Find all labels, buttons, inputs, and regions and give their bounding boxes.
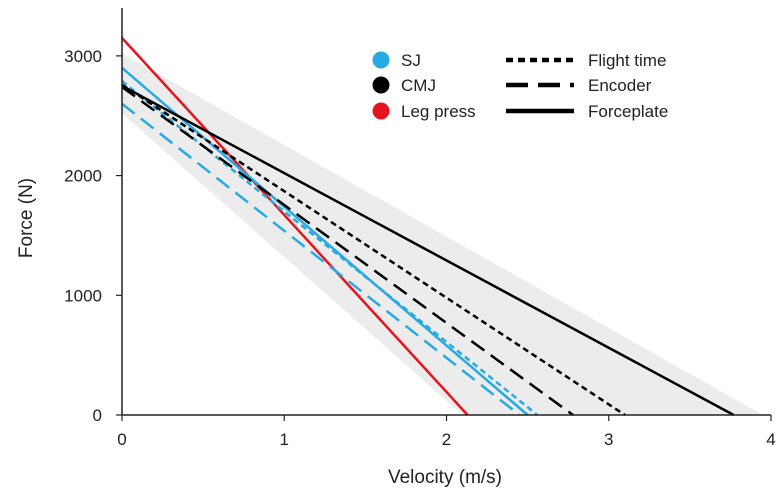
legend-label: CMJ [401, 76, 436, 95]
y-tick-label: 0 [93, 406, 102, 425]
legend-marker [372, 102, 390, 120]
series-line-7 [121, 85, 574, 417]
series-line-3 [121, 80, 539, 416]
x-tick-label: 1 [280, 430, 289, 449]
shaded-band [122, 53, 763, 416]
series-line-4 [121, 102, 521, 416]
y-tick-label: 1000 [64, 286, 102, 305]
legend-label: Leg press [401, 102, 476, 121]
x-axis-title: Velocity (m/s) [388, 467, 502, 488]
shaded-band-layer [122, 53, 763, 416]
x-tick-label: 4 [766, 430, 775, 449]
legend: SJ CMJ Leg press Flight time Encoder Forcepla… [372, 51, 668, 121]
legend-label: Encoder [588, 76, 652, 95]
legend-label: Flight time [588, 51, 666, 70]
series-layer [121, 37, 735, 417]
legend-marker [372, 76, 390, 94]
x-tick-label: 2 [442, 430, 451, 449]
legend-label: Forceplate [588, 102, 668, 121]
series-line-5 [121, 84, 735, 417]
x-tick-label: 0 [117, 430, 126, 449]
legend-marker [372, 51, 390, 69]
y-axis-title: Force (N) [16, 178, 37, 258]
x-tick-label: 3 [604, 430, 613, 449]
series-line-6 [121, 83, 626, 417]
series-line-2 [121, 66, 529, 416]
y-tick-label: 3000 [64, 47, 102, 66]
series-line-1 [121, 37, 469, 416]
ticks-layer: 0 1 2 3 4 0 1000 2000 3000 [64, 47, 776, 449]
y-tick-label: 2000 [64, 167, 102, 186]
legend-label: SJ [401, 51, 421, 70]
